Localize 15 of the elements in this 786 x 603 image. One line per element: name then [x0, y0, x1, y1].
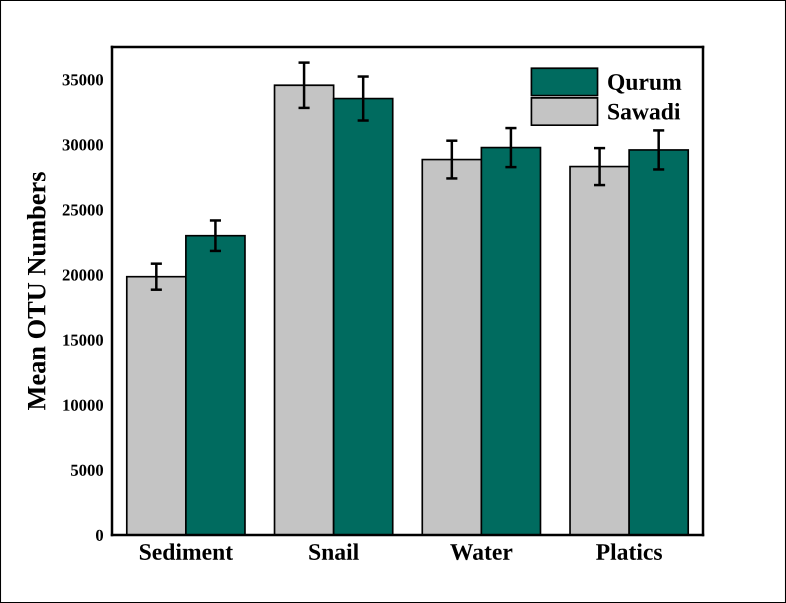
legend-label: Sawadi [608, 102, 680, 120]
y-tick-label: 35000 [62, 74, 104, 86]
y-tick-label: 30000 [62, 139, 104, 151]
y-axis-title: Mean OTU Numbers [26, 172, 46, 410]
x-tick-label: Snail [309, 543, 359, 560]
x-tick-label: Sediment [140, 543, 233, 560]
x-tick-label: Platics [596, 543, 662, 560]
y-tick-label: 5000 [71, 464, 104, 476]
legend-label: Qurum [608, 74, 682, 94]
y-tick-label: 10000 [63, 400, 104, 411]
y-tick-label: 15000 [63, 334, 104, 346]
y-tick-label: 25000 [62, 204, 104, 216]
y-tick-label: 0 [96, 530, 104, 541]
x-tick-label: Water [450, 544, 512, 560]
y-tick-label: 20000 [62, 269, 104, 281]
